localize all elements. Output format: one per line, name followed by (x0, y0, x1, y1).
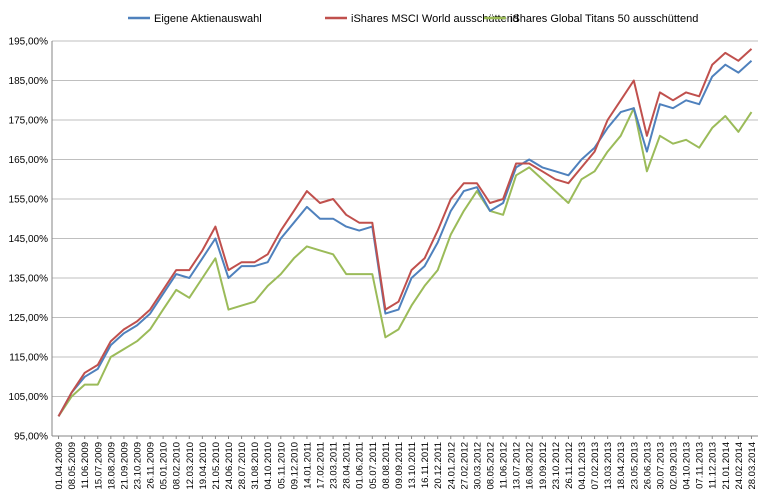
x-tick-label: 16.08.2012 (525, 442, 536, 490)
y-tick-label: 145,00% (9, 234, 49, 245)
legend-entry: Eigene Aktienauswahl (154, 13, 262, 25)
series-line-2 (57, 107, 753, 417)
x-tick-label: 07.02.2013 (590, 442, 601, 490)
x-tick-label: 26.11.2009 (146, 442, 157, 489)
x-tick-label: 14.01.2011 (302, 442, 313, 489)
x-tick-label: 08.08.2011 (381, 442, 392, 489)
x-tick-label: 12.03.2010 (185, 442, 196, 490)
x-tick-label: 28.03.2014 (747, 442, 758, 490)
x-tick-label: 16.11.2011 (420, 442, 431, 488)
y-tick-label: 165,00% (9, 155, 49, 166)
x-tick-label: 09.09.2011 (394, 442, 405, 489)
y-tick-label: 115,00% (9, 353, 48, 364)
x-tick-label: 24.06.2010 (224, 442, 235, 490)
x-tick-label: 19.04.2010 (198, 442, 209, 490)
x-tick-label: 21.05.2010 (211, 442, 222, 490)
x-tick-label: 04.01.2013 (577, 442, 588, 490)
x-tick-label: 17.02.2011 (316, 442, 327, 489)
x-axis-tick-labels: 01.04.2009 08.05.2009 11.06.2009 15.07.2009… (54, 436, 758, 490)
y-axis-tick-labels: 95,00% 105,00% 115,00% 125,00% 135,00% 145,00… (9, 37, 49, 443)
y-tick-label: 185,00% (9, 76, 49, 87)
y-tick-label: 135,00% (9, 274, 49, 285)
x-tick-label: 23.10.2009 (132, 442, 143, 490)
legend-entry: iShares Global Titans 50 ausschüttend (510, 13, 698, 25)
x-tick-label: 13.03.2013 (603, 442, 614, 490)
x-tick-label: 05.11.2010 (276, 442, 287, 489)
x-tick-label: 09.12.2010 (289, 442, 300, 490)
x-tick-label: 08.02.2010 (172, 442, 183, 490)
x-tick-label: 07.11.2013 (695, 442, 706, 489)
series-line-1 (57, 48, 753, 417)
y-tick-label: 95,00% (14, 432, 48, 443)
x-tick-label: 11.06.2012 (499, 442, 510, 489)
x-tick-label: 21.01.2014 (721, 442, 732, 490)
x-tick-label: 23.10.2012 (551, 442, 562, 490)
x-tick-label: 23.03.2011 (329, 442, 340, 489)
x-tick-label: 28.04.2011 (342, 442, 353, 489)
x-tick-label: 24.01.2012 (446, 442, 457, 490)
y-tick-label: 105,00% (9, 392, 49, 403)
x-tick-label: 18.04.2013 (616, 442, 627, 490)
x-tick-label: 15.07.2009 (93, 442, 104, 490)
y-tick-label: 125,00% (9, 313, 49, 324)
legend-entry: iShares MSCI World ausschüttend (351, 13, 519, 25)
x-tick-label: 28.07.2010 (237, 442, 248, 490)
x-tick-label: 13.07.2012 (512, 442, 523, 490)
x-tick-label: 23.05.2013 (629, 442, 640, 490)
axes (51, 41, 758, 437)
x-tick-label: 08.05.2009 (67, 442, 78, 490)
x-tick-label: 26.11.2012 (564, 442, 575, 489)
series-lines (57, 48, 753, 417)
x-tick-label: 01.04.2009 (54, 442, 65, 490)
x-tick-label: 24.02.2014 (734, 442, 745, 490)
gridlines (52, 40, 758, 437)
legend: Eigene Aktienauswahl iShares MSCI World a… (128, 13, 698, 25)
x-tick-label: 30.03.2012 (472, 442, 483, 490)
x-tick-label: 31.08.2010 (250, 442, 261, 490)
x-tick-label: 05.07.2011 (368, 442, 379, 489)
y-tick-label: 175,00% (9, 116, 49, 127)
x-tick-label: 11.06.2009 (80, 442, 91, 489)
x-tick-label: 02.09.2013 (669, 442, 680, 490)
x-tick-label: 13.10.2011 (407, 442, 418, 489)
y-tick-label: 155,00% (9, 195, 49, 206)
x-tick-label: 11.12.2013 (708, 442, 719, 489)
x-tick-label: 01.06.2011 (355, 442, 366, 489)
x-tick-label: 08.05.2012 (485, 442, 496, 490)
x-tick-label: 04.10.2010 (263, 442, 274, 490)
x-tick-label: 26.06.2013 (642, 442, 653, 490)
x-tick-label: 21.09.2009 (119, 442, 130, 490)
x-tick-label: 19.09.2012 (538, 442, 549, 490)
x-tick-label: 20.12.2011 (433, 442, 444, 489)
x-tick-label: 18.08.2009 (106, 442, 117, 490)
series-line-0 (57, 60, 753, 417)
y-tick-label: 195,00% (9, 37, 49, 48)
x-tick-label: 05.01.2010 (159, 442, 170, 490)
x-tick-label: 04.10.2013 (682, 442, 693, 490)
x-tick-label: 30.07.2013 (655, 442, 666, 490)
x-tick-label: 27.02.2012 (459, 442, 470, 490)
